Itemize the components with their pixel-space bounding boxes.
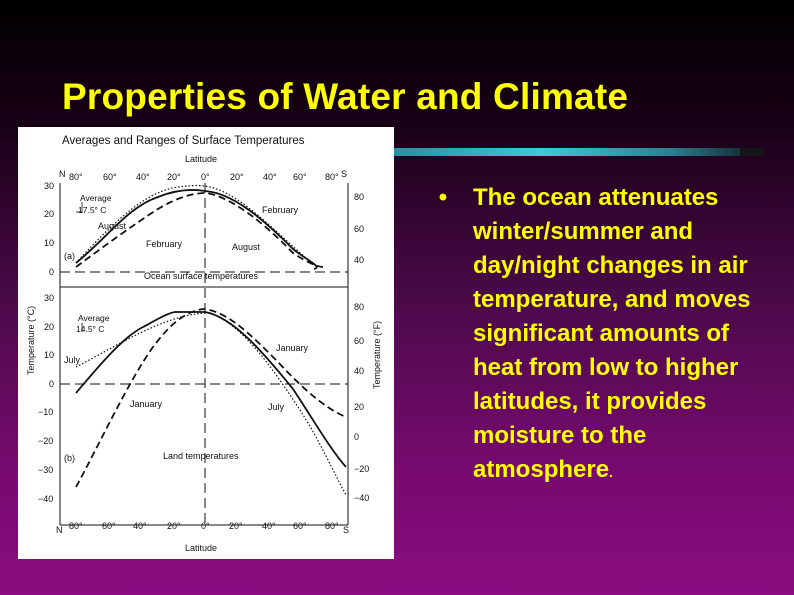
panel-a-average-value: 17.5° C xyxy=(78,205,106,215)
panel-a-label-august-right: August xyxy=(232,242,261,252)
panel-a-f-tick: 60 xyxy=(354,224,364,234)
panel-b-f-tick: 20 xyxy=(354,402,364,412)
bottom-lat-tick: 60° xyxy=(293,521,307,531)
panel-b-january-curve xyxy=(75,308,347,488)
top-latitude-label: Latitude xyxy=(185,154,217,164)
y-axis-title-celsius: Temperature (°C) xyxy=(26,306,36,375)
panel-b-letter: (b) xyxy=(64,453,75,463)
y-axis-title-fahrenheit: Temperature (°F) xyxy=(372,321,382,389)
top-lat-tick: 20° xyxy=(230,172,244,182)
temperature-chart: Averages and Ranges of Surface Temperatu… xyxy=(26,135,382,553)
panel-a-f-tick: 40 xyxy=(354,255,364,265)
bottom-north-label: N xyxy=(56,525,63,535)
panel-b-f-tick: 0 xyxy=(354,432,359,442)
title-accent-rule-end xyxy=(740,148,764,156)
top-lat-tick: 60° xyxy=(103,172,117,182)
bullet-marker: • xyxy=(438,184,448,211)
panel-b-caption: Land temperatures xyxy=(163,451,239,461)
panel-b-label-july-right: July xyxy=(268,402,285,412)
top-lat-tick: 80° xyxy=(69,172,83,182)
panel-a-letter: (a) xyxy=(64,251,75,261)
bottom-lat-tick: 60° xyxy=(102,521,116,531)
panel-b-label-january-left: January xyxy=(130,399,163,409)
bullet-item-text: The ocean attenuates winter/summer and d… xyxy=(473,184,751,483)
temperature-figure: Averages and Ranges of Surface Temperatu… xyxy=(18,127,394,559)
panel-a-f-tick: 80 xyxy=(354,192,364,202)
panel-a-c-tick: 20 xyxy=(44,209,54,219)
panel-b-f-tick: 40 xyxy=(354,366,364,376)
panel-b-f-tick: −40 xyxy=(354,493,369,503)
bottom-lat-tick: 0° xyxy=(201,521,210,531)
top-lat-tick: 80° xyxy=(325,172,339,182)
top-south-label: S xyxy=(341,169,347,179)
bottom-lat-tick: 20° xyxy=(229,521,243,531)
panel-a-caption: Ocean surface temperatures xyxy=(144,271,259,281)
panel-a-label-august-left: August xyxy=(98,221,127,231)
panel-b-c-tick: −20 xyxy=(38,436,53,446)
panel-b-average-label: Average xyxy=(78,313,110,323)
panel-a-label-february-left: February xyxy=(146,239,183,249)
title-accent-rule xyxy=(394,148,764,156)
panel-b-c-tick: 0 xyxy=(49,379,54,389)
panel-a-average-label: Average xyxy=(80,193,112,203)
bullet-item: The ocean attenuates winter/summer and d… xyxy=(473,181,776,489)
top-lat-tick: 0° xyxy=(201,172,210,182)
bullet-item-end: . xyxy=(609,464,613,480)
panel-a-c-tick: 10 xyxy=(44,238,54,248)
panel-b-c-tick: −30 xyxy=(38,465,53,475)
bottom-south-label: S xyxy=(343,525,349,535)
panel-b-c-tick: −10 xyxy=(38,407,53,417)
panel-b-label-january-right: January xyxy=(276,343,309,353)
panel-b-f-tick: 80 xyxy=(354,302,364,312)
slide-title: Properties of Water and Climate xyxy=(62,76,629,117)
panel-a-february-curve xyxy=(75,184,314,265)
top-lat-tick: 60° xyxy=(293,172,307,182)
panel-a-label-february-right: February xyxy=(262,205,299,215)
figure-heading: Averages and Ranges of Surface Temperatu… xyxy=(62,135,305,147)
panel-b-c-tick: 30 xyxy=(44,293,54,303)
bottom-lat-tick: 40° xyxy=(262,521,276,531)
panel-a-august-curve xyxy=(75,192,324,268)
panel-b-c-tick: −40 xyxy=(38,494,53,504)
top-north-label: N xyxy=(59,169,66,179)
bottom-lat-tick: 80° xyxy=(69,521,83,531)
panel-b-f-tick: 60 xyxy=(354,336,364,346)
panel-a-average-curve xyxy=(75,189,318,270)
panel-b-c-tick: 20 xyxy=(44,322,54,332)
panel-b-july-curve xyxy=(75,312,347,496)
bottom-lat-tick: 40° xyxy=(133,521,147,531)
bullet-list: • The ocean attenuates winter/summer and… xyxy=(436,181,776,489)
bottom-lat-tick: 20° xyxy=(167,521,181,531)
bottom-lat-tick: 80° xyxy=(325,521,339,531)
top-lat-tick: 20° xyxy=(167,172,181,182)
panel-b-f-tick: −20 xyxy=(354,464,369,474)
panel-b-label-july-left: July xyxy=(64,355,81,365)
panel-a-c-tick: 0 xyxy=(49,267,54,277)
top-lat-tick: 40° xyxy=(136,172,150,182)
top-lat-tick: 40° xyxy=(263,172,277,182)
panel-b-average-value: 14.5° C xyxy=(76,324,104,334)
panel-a-c-tick: 30 xyxy=(44,181,54,191)
bottom-latitude-label: Latitude xyxy=(185,543,217,553)
panel-b-c-tick: 10 xyxy=(44,350,54,360)
